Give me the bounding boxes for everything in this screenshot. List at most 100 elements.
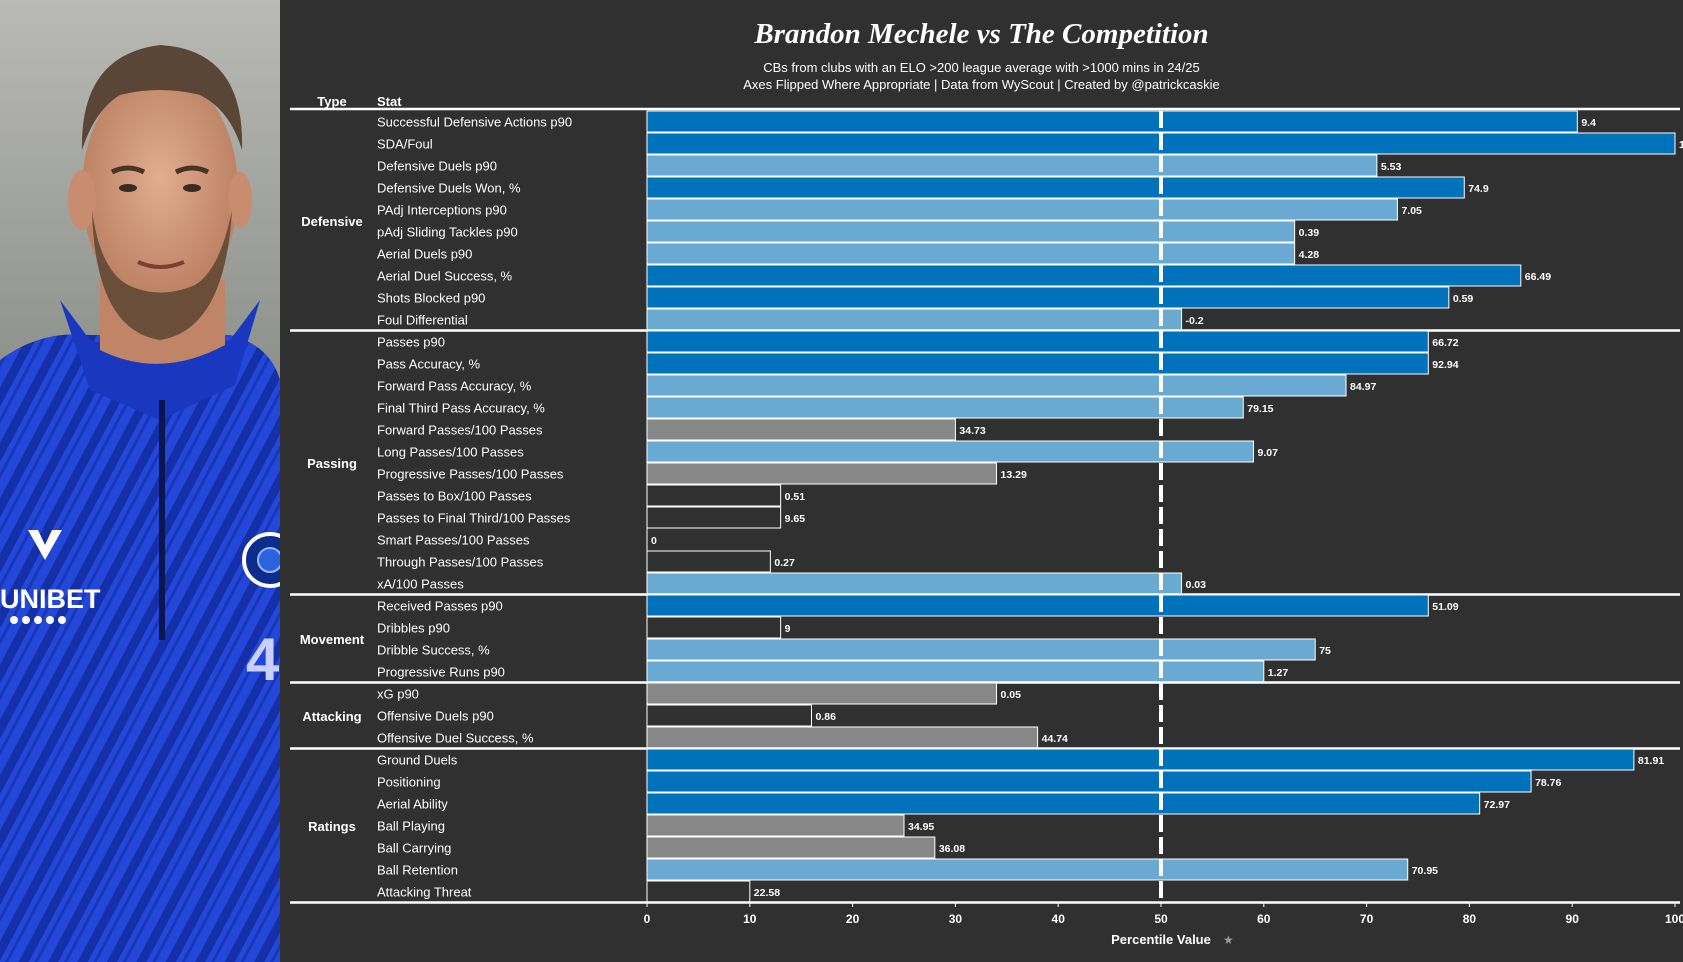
group-label: Ratings [308, 819, 356, 834]
x-tick-label: 80 [1463, 912, 1477, 926]
value-label: 9 [785, 623, 791, 635]
stat-label: Progressive Passes/100 Passes [377, 467, 564, 482]
value-label: 75 [1319, 645, 1331, 657]
stat-label: Successful Defensive Actions p90 [377, 115, 572, 130]
stat-label: Dribble Success, % [377, 643, 490, 658]
value-label: 0.39 [1299, 227, 1320, 239]
x-tick-label: 50 [1154, 912, 1168, 926]
stat-label: Defensive Duels p90 [377, 159, 497, 174]
stat-label: Progressive Runs p90 [377, 665, 505, 680]
bar [646, 396, 1244, 419]
stat-label: Dribbles p90 [377, 621, 450, 636]
value-label: 22.58 [754, 887, 780, 899]
bar [646, 836, 936, 859]
stat-label: Foul Differential [377, 313, 468, 328]
stat-label: pAdj Sliding Tackles p90 [377, 225, 518, 240]
bar [646, 858, 1409, 881]
value-label: 9.65 [785, 513, 806, 525]
stat-label: Aerial Duel Success, % [377, 269, 513, 284]
stat-label: Through Passes/100 Passes [377, 555, 544, 570]
value-label: 0.59 [1453, 293, 1474, 305]
stat-label: Pass Accuracy, % [377, 357, 481, 372]
value-label: 81.91 [1638, 755, 1664, 767]
bar [646, 242, 1296, 265]
x-tick-label: 90 [1566, 912, 1580, 926]
bar [646, 308, 1183, 331]
x-tick-label: 100 [1665, 912, 1683, 926]
value-label: 70.95 [1412, 865, 1438, 877]
stat-label: Passes p90 [377, 335, 445, 350]
bar [646, 682, 998, 705]
stat-label: Defensive Duels Won, % [377, 181, 521, 196]
stat-label: Ball Carrying [377, 841, 451, 856]
x-tick-label: 10 [743, 912, 757, 926]
x-tick-label: 20 [846, 912, 860, 926]
bar [646, 286, 1450, 309]
bar [646, 880, 751, 903]
bar [646, 440, 1255, 463]
bar [646, 770, 1532, 793]
stat-label: Positioning [377, 775, 441, 790]
value-label: 5.53 [1381, 161, 1402, 173]
value-label: 0.27 [774, 557, 795, 569]
group-label: Defensive [301, 214, 362, 229]
bar [646, 726, 1039, 749]
bar [646, 264, 1522, 287]
chart-title: Brandon Mechele vs The Competition [754, 18, 1209, 50]
group-label: Passing [307, 456, 357, 471]
stat-label: Smart Passes/100 Passes [377, 533, 530, 548]
stat-label: Shots Blocked p90 [377, 291, 485, 306]
value-label: 72.97 [1484, 799, 1510, 811]
x-tick-label: 60 [1257, 912, 1271, 926]
stat-label: Ball Playing [377, 819, 445, 834]
stat-label: PAdj Interceptions p90 [377, 203, 507, 218]
header-stat: Stat [377, 94, 402, 109]
stat-label: Passes to Box/100 Passes [377, 489, 532, 504]
stat-label: Offensive Duel Success, % [377, 731, 534, 746]
value-label: 7.05 [1401, 205, 1422, 217]
sponsor-text: UNIBET [0, 584, 101, 614]
bar [646, 198, 1398, 221]
bar [646, 330, 1429, 353]
chart-subtitle-2: Axes Flipped Where Appropriate | Data fr… [743, 77, 1220, 92]
value-label: 18.07 [1679, 139, 1683, 151]
header-type: Type [317, 94, 346, 109]
x-tick-label: 0 [644, 912, 651, 926]
shirt-number: 4 [246, 626, 280, 693]
stat-label: SDA/Foul [377, 137, 433, 152]
value-label: 13.29 [1001, 469, 1027, 481]
value-label: 0.51 [785, 491, 806, 503]
stat-label: xG p90 [377, 687, 419, 702]
value-label: 0.03 [1186, 579, 1207, 591]
stat-label: Aerial Ability [377, 797, 448, 812]
value-label: 9.4 [1581, 117, 1596, 129]
value-label: 0.05 [1001, 689, 1022, 701]
bar [646, 550, 771, 573]
value-label: 44.74 [1042, 733, 1068, 745]
value-label: 66.72 [1432, 337, 1458, 349]
bar [646, 110, 1578, 133]
stat-label: Ball Retention [377, 863, 458, 878]
x-tick-label: 30 [949, 912, 963, 926]
bar [646, 660, 1265, 683]
stat-label: Attacking Threat [377, 885, 472, 900]
bar [646, 176, 1465, 199]
bar [646, 418, 956, 441]
bar [646, 154, 1378, 177]
bar [646, 462, 998, 485]
value-label: 0 [651, 535, 657, 547]
value-label: 78.76 [1535, 777, 1561, 789]
value-label: 34.95 [908, 821, 934, 833]
bar [646, 352, 1429, 375]
stat-label: xA/100 Passes [377, 577, 464, 592]
stat-label: Offensive Duels p90 [377, 709, 494, 724]
pin-icon: ★ [1223, 933, 1234, 947]
stat-label: Final Third Pass Accuracy, % [377, 401, 545, 416]
bar [646, 616, 782, 639]
bar [646, 814, 905, 837]
value-label: 4.28 [1299, 249, 1320, 261]
stat-label: Passes to Final Third/100 Passes [377, 511, 571, 526]
chart-subtitle-1: CBs from clubs with an ELO >200 league a… [763, 60, 1200, 75]
value-label: 79.15 [1247, 403, 1273, 415]
